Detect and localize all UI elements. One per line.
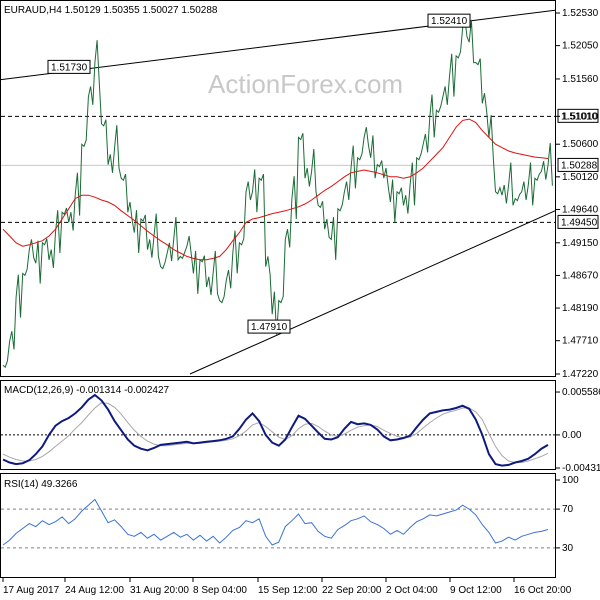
time-tick-label: 15 Sep 12:00 — [258, 585, 318, 596]
price-tick-label: 1.47220 — [562, 369, 599, 380]
price-tick-label: 1.48670 — [562, 270, 599, 281]
time-tick-label: 22 Sep 20:00 — [322, 585, 382, 596]
price-tick-label: 1.48190 — [562, 303, 599, 314]
rsi-series — [2, 498, 549, 546]
rsi-tick-label: 70 — [562, 504, 574, 515]
current-price-box — [557, 157, 599, 172]
rsi-gridlines — [1, 508, 555, 549]
level-label-box — [557, 214, 599, 229]
price-tick-label: 1.49150 — [562, 238, 599, 249]
current-price-label: 1.50288 — [561, 160, 598, 171]
price-axis: 1.52530 1.52050 1.51560 1.51010 1.50600 1.501… — [556, 8, 599, 380]
price-tick-label: 1.51560 — [562, 74, 599, 85]
annotation-box — [47, 59, 91, 74]
time-tick-label: 2 Oct 04:00 — [386, 585, 438, 596]
rsi-line — [2, 498, 549, 546]
price-tick-label: 1.49640 — [562, 204, 599, 215]
price-panel — [0, 0, 556, 377]
horizontal-levels: 1.51010 1.49450 1.50288 — [1, 108, 599, 229]
annotation-box — [427, 13, 471, 28]
lower-trendline — [189, 210, 556, 375]
price-tick-label: 1.50120 — [562, 172, 599, 183]
price-annotations: 1.51730 1.52410 1.47910 — [47, 13, 471, 334]
macd-line — [2, 393, 549, 467]
moving-average-line — [2, 118, 549, 261]
price-tick-label: 1.52530 — [562, 8, 599, 19]
time-axis: 17 Aug 2017 24 Aug 12:00 31 Aug 20:00 8 Sep… — [2, 578, 572, 596]
price-tick-label: 1.47710 — [562, 336, 599, 347]
price-line — [2, 18, 553, 369]
rsi-tick-label: 30 — [562, 543, 574, 554]
time-tick-label: 16 Oct 20:00 — [514, 585, 572, 596]
price-header: EURAUD,H4 1.50129 1.50355 1.50027 1.5028… — [4, 5, 218, 16]
annotation-box — [247, 319, 291, 334]
macd-tick-label: 0.00 — [562, 430, 582, 441]
level-label: 1.51010 — [561, 111, 598, 122]
watermark: ActionForex.com — [208, 69, 403, 99]
price-tick-label: 1.51010 — [562, 111, 599, 122]
rsi-header: RSI(14) 49.3266 — [4, 479, 78, 490]
macd-signal-line — [2, 402, 549, 463]
level-label: 1.49450 — [561, 217, 598, 228]
annotation-label: 1.52410 — [431, 16, 468, 27]
macd-tick-label: -0.004312 — [562, 463, 600, 474]
macd-series — [2, 393, 549, 467]
time-tick-label: 9 Oct 12:00 — [450, 585, 502, 596]
macd-header: MACD(12,26,9) -0.001314 -0.002427 — [4, 385, 170, 396]
price-tick-label: 1.50600 — [562, 139, 599, 150]
macd-tick-label: 0.005586 — [562, 387, 600, 398]
time-tick-label: 17 Aug 2017 — [3, 585, 60, 596]
rsi-axis: 100 70 30 — [556, 475, 579, 554]
price-series — [2, 18, 553, 369]
rsi-panel — [0, 473, 556, 578]
annotation-label: 1.51730 — [51, 62, 88, 73]
macd-panel — [0, 380, 556, 470]
time-tick-label: 8 Sep 04:00 — [193, 585, 247, 596]
macd-axis: 0.005586 0.00 -0.004312 — [556, 387, 600, 474]
time-tick-label: 31 Aug 20:00 — [130, 585, 189, 596]
time-tick-label: 24 Aug 12:00 — [65, 585, 124, 596]
rsi-tick-label: 100 — [562, 475, 579, 486]
annotation-label: 1.47910 — [251, 322, 288, 333]
price-tick-label: 1.52050 — [562, 41, 599, 52]
